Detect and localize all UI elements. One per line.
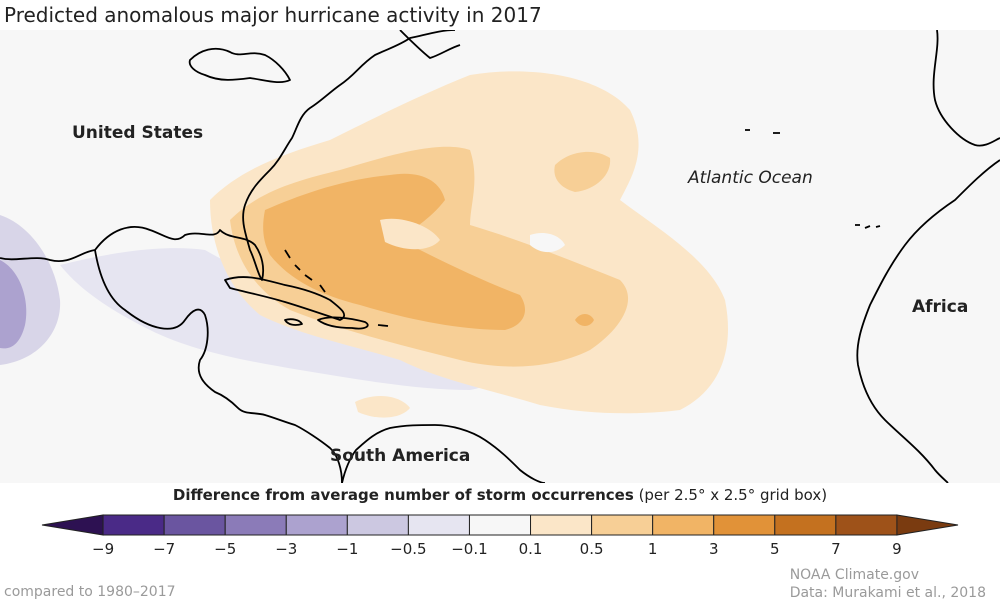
south-america-north-coast (341, 424, 546, 483)
pacific-strong-negative-zone (0, 260, 27, 349)
colorbar (41, 514, 959, 536)
colorbar-tick-label: −0.5 (390, 540, 427, 558)
colorbar-segment (163, 514, 226, 536)
africa-west-coast (856, 159, 1000, 483)
map-title: Predicted anomalous major hurricane acti… (4, 3, 542, 27)
source-credit: NOAA Climate.gov Data: Murakami et al., … (790, 566, 986, 602)
colorbar-tick-label: 3 (708, 540, 719, 558)
colorbar-tick-label: −3 (275, 540, 298, 558)
colorbar-tick-label: 9 (892, 540, 902, 558)
data-credit: Data: Murakami et al., 2018 (789, 585, 986, 601)
canada-maritime-coast (399, 30, 461, 59)
colorbar-tick-label: −9 (92, 540, 115, 558)
baseline-note: compared to 1980–2017 (4, 584, 176, 600)
us-east-gulf-coast (0, 30, 456, 281)
colorbar-segment (285, 514, 348, 536)
azores-outline (745, 129, 780, 134)
label-south-america: South America (330, 446, 471, 466)
hispaniola-outline (317, 316, 369, 330)
colorbar-tick-label: 5 (770, 540, 780, 558)
jamaica-outline (284, 318, 303, 326)
atlantic-positive-spot (575, 314, 594, 326)
colorbar-high-extension (896, 514, 959, 536)
colorbar-tick-label: −7 (153, 540, 176, 558)
strong-positive-zone (263, 173, 525, 330)
colorbar-tick-label: 0.1 (518, 540, 543, 558)
hurricane-anomaly-map (0, 30, 1000, 483)
colorbar-segment (774, 514, 837, 536)
great-lakes-outline (188, 47, 291, 83)
colorbar-low-extension (41, 514, 104, 536)
source-label: NOAA Climate.gov (789, 567, 919, 583)
colorbar-segment (346, 514, 409, 536)
bahamas-light-patch (380, 218, 440, 250)
colorbar-segment (530, 514, 593, 536)
iberia-coast (932, 30, 1000, 147)
colorbar-tick-label: −0.1 (451, 540, 488, 558)
south-america-positive-patch (355, 396, 410, 418)
puerto-rico-outline (377, 324, 389, 327)
atlantic-neutral-patch (530, 233, 565, 253)
colorbar-tick-label: 1 (647, 540, 658, 558)
label-africa: Africa (912, 297, 969, 317)
legend-title: Difference from average number of storm … (0, 486, 1000, 504)
colorbar-segment (224, 514, 287, 536)
colorbar-segment (835, 514, 898, 536)
land-outlines (0, 30, 1000, 483)
colorbar-segment (468, 514, 532, 536)
colorbar-segment (652, 514, 715, 536)
mexico-central-america-coast (94, 249, 343, 483)
label-atlantic-ocean: Atlantic Ocean (688, 168, 813, 188)
colorbar-segment (591, 514, 654, 536)
colorbar-tick-label: −1 (336, 540, 359, 558)
colorbar-segment (407, 514, 470, 536)
legend-title-main: Difference from average number of storm … (172, 486, 634, 504)
cuba-outline (224, 276, 345, 321)
colorbar-segment (102, 514, 165, 536)
legend-title-units: (per 2.5° x 2.5° grid box) (638, 486, 828, 504)
label-united-states: United States (72, 123, 204, 143)
canary-islands-outline (855, 224, 881, 229)
colorbar-segment (713, 514, 776, 536)
colorbar-tick-label: 0.5 (579, 540, 604, 558)
bahamas-outline (284, 249, 326, 293)
north-atlantic-positive-patch (554, 151, 611, 192)
colorbar-tick-label: −5 (214, 540, 237, 558)
colorbar-tick-label: 7 (831, 540, 841, 558)
